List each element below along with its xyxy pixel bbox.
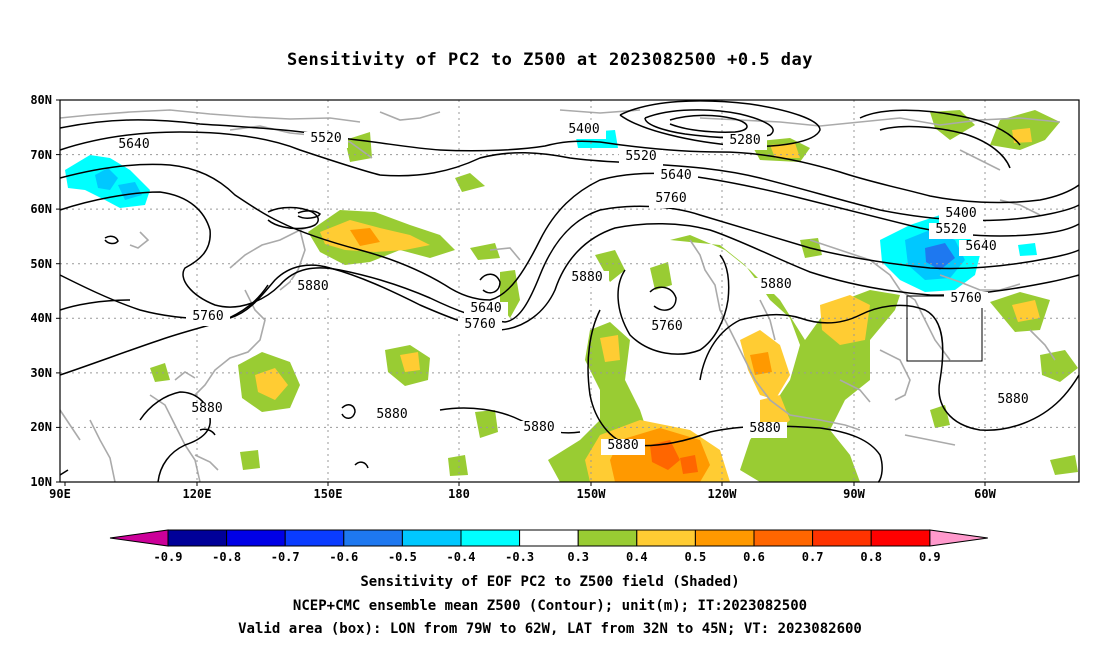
contour-label: 5880 bbox=[571, 270, 602, 285]
coastlines bbox=[59, 109, 1061, 483]
map-frame bbox=[59, 99, 1080, 483]
colorbar-label: -0.3 bbox=[505, 550, 534, 564]
latitude-axis: 80N 70N 60N 50N 40N 30N 20N 10N bbox=[30, 93, 52, 489]
contour-label: 5880 bbox=[997, 392, 1028, 407]
contour-label: 5760 bbox=[651, 319, 682, 334]
colorbar-swatch bbox=[460, 529, 521, 547]
colorbar-swatch bbox=[753, 529, 814, 547]
lat-label: 20N bbox=[30, 420, 52, 434]
colorbar-swatch bbox=[694, 529, 755, 547]
caption-valid-area: Valid area (box): LON from 79W to 62W, L… bbox=[238, 621, 862, 637]
lon-label: 120E bbox=[183, 487, 212, 501]
contour-label: 5880 bbox=[749, 421, 780, 436]
contour-label: 5280 bbox=[729, 133, 760, 148]
contour-label: 5640 bbox=[470, 301, 501, 316]
colorbar-swatch bbox=[636, 529, 696, 547]
colorbar-swatch bbox=[343, 529, 403, 547]
contour-label: 5640 bbox=[118, 137, 149, 152]
contour-label: 5760 bbox=[192, 309, 223, 324]
colorbar-swatch bbox=[519, 529, 579, 547]
contour-label: 5520 bbox=[625, 149, 656, 164]
colorbar-swatch bbox=[167, 529, 228, 547]
colorbar-label: -0.4 bbox=[447, 550, 476, 564]
lat-label: 30N bbox=[30, 366, 52, 380]
contour-label: 5880 bbox=[523, 420, 554, 435]
contour-label-group: 5640 5520 5400 5280 5520 5640 5760 5400 … bbox=[112, 122, 1035, 455]
colorbar-label: 0.4 bbox=[626, 550, 648, 564]
colorbar-low-tip bbox=[109, 529, 169, 547]
lat-label: 60N bbox=[30, 202, 52, 216]
colorbar-swatch bbox=[226, 529, 286, 547]
contour-label: 5640 bbox=[660, 168, 691, 183]
lon-label: 180 bbox=[448, 487, 470, 501]
colorbar-label: -0.6 bbox=[329, 550, 358, 564]
contour-label: 5880 bbox=[760, 277, 791, 292]
contour-label: 5880 bbox=[376, 407, 407, 422]
colorbar-label: -0.7 bbox=[271, 550, 300, 564]
contour-label: 5880 bbox=[607, 438, 638, 453]
contour-label: 5760 bbox=[464, 317, 495, 332]
contour-label: 5880 bbox=[297, 279, 328, 294]
colorbar-label: 0.8 bbox=[860, 550, 882, 564]
colorbar-label: -0.9 bbox=[154, 550, 183, 564]
contour-label: 5760 bbox=[950, 291, 981, 306]
colorbar: -0.9 -0.8 -0.7 -0.6 -0.5 -0.4 -0.3 0.3 0.4 0.5 0.6… bbox=[109, 529, 988, 564]
contour-label: 5880 bbox=[191, 401, 222, 416]
colorbar-label: 0.6 bbox=[743, 550, 765, 564]
lon-label: 120W bbox=[708, 487, 738, 501]
caption-shading: Sensitivity of EOF PC2 to Z500 field (Sh… bbox=[360, 574, 740, 590]
lat-label: 40N bbox=[30, 311, 52, 325]
contour-label: 5400 bbox=[945, 206, 976, 221]
colorbar-label: 0.7 bbox=[802, 550, 824, 564]
contour-label: 5400 bbox=[568, 122, 599, 137]
map-title: Sensitivity of PC2 to Z500 at 2023082500… bbox=[286, 50, 813, 70]
contour-label: 5640 bbox=[965, 239, 996, 254]
colorbar-high-tip bbox=[929, 529, 988, 547]
axis-ticks bbox=[56, 99, 986, 486]
lon-label: 90W bbox=[843, 487, 865, 501]
colorbar-swatch bbox=[577, 529, 638, 547]
longitude-axis: 90E 120E 150E 180 150W 120W 90W 60W bbox=[49, 487, 996, 501]
colorbar-swatch bbox=[284, 529, 345, 547]
lat-label: 10N bbox=[30, 475, 52, 489]
contour-label: 5520 bbox=[935, 222, 966, 237]
colorbar-label: -0.5 bbox=[388, 550, 417, 564]
colorbar-label: 0.3 bbox=[567, 550, 589, 564]
lon-label: 90E bbox=[49, 487, 71, 501]
colorbar-label: -0.8 bbox=[212, 550, 241, 564]
map-background bbox=[60, 100, 1079, 482]
lat-label: 70N bbox=[30, 148, 52, 162]
colorbar-label: 0.5 bbox=[685, 550, 707, 564]
lon-label: 60W bbox=[974, 487, 996, 501]
colorbar-swatch bbox=[870, 529, 931, 547]
contour-label: 5760 bbox=[655, 191, 686, 206]
lon-label: 150E bbox=[314, 487, 343, 501]
colorbar-swatch bbox=[401, 529, 462, 547]
lat-label: 50N bbox=[30, 257, 52, 271]
contour-label: 5520 bbox=[310, 131, 341, 146]
lon-label: 150W bbox=[577, 487, 607, 501]
lat-label: 80N bbox=[30, 93, 52, 107]
caption-contour: NCEP+CMC ensemble mean Z500 (Contour); u… bbox=[292, 598, 808, 614]
colorbar-label: 0.9 bbox=[919, 550, 941, 564]
colorbar-swatch bbox=[812, 529, 872, 547]
